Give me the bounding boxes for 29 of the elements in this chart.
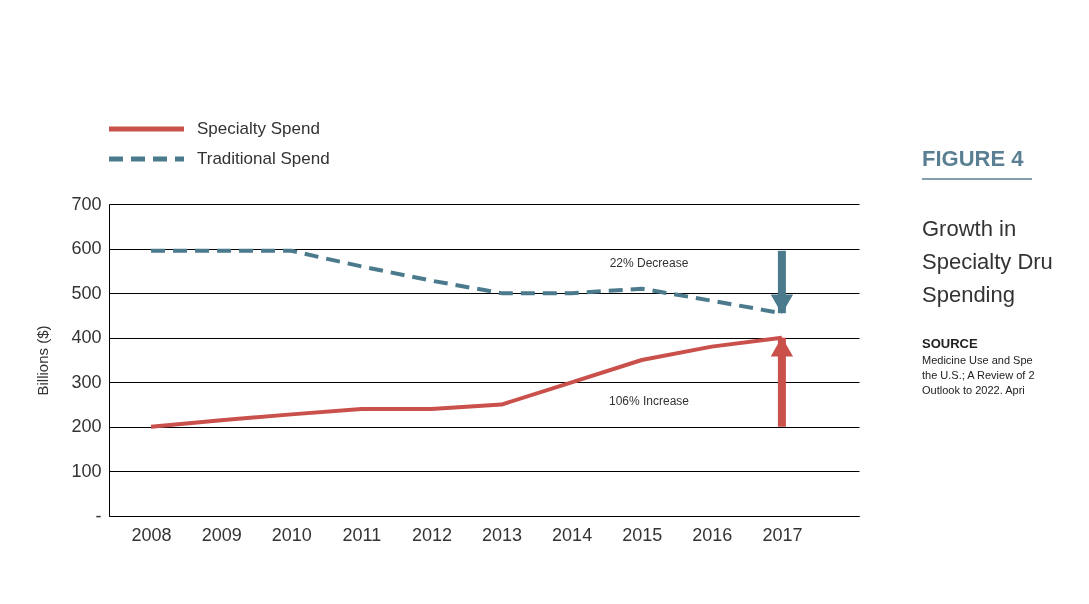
x-tick-label: 2009 [201,524,242,545]
annotation: 106% Increase [608,393,690,408]
legend-label: Traditional Spend [197,149,330,168]
y-tick-label: 400 [71,327,102,348]
annotation: 22% Decrease [609,256,689,271]
text: FIGURE 4 [922,146,1025,171]
y-tick-label: 700 [71,193,102,214]
x-tick-label: 2012 [411,524,452,545]
y-tick-label: 500 [71,282,102,303]
y-tick-label: 100 [71,460,102,481]
x-tick-label: 2010 [271,524,312,545]
text: the U.S.; A Review of 2 [922,369,1035,381]
y-tick-label: 600 [71,238,102,259]
x-tick-label: 2013 [482,524,523,545]
x-tick-label: 2016 [692,524,733,545]
y-tick-label: 300 [71,371,102,392]
text: SOURCE [922,336,978,351]
x-tick-label: 2015 [622,524,663,545]
text: Outlook to 2022. Apri [922,384,1025,396]
text: Medicine Use and Spe [922,354,1033,366]
text: Growth in Specialty Dru Spending [922,216,1053,307]
y-tick-label: - [95,505,102,526]
legend-label: Specialty Spend [197,119,320,138]
x-tick-label: 2008 [131,524,172,545]
x-tick-label: 2011 [342,524,382,545]
y-axis-title: Billions ($) [34,325,52,396]
x-tick-label: 2017 [762,524,803,545]
x-tick-label: 2014 [552,524,593,545]
y-tick-label: 200 [71,416,102,437]
